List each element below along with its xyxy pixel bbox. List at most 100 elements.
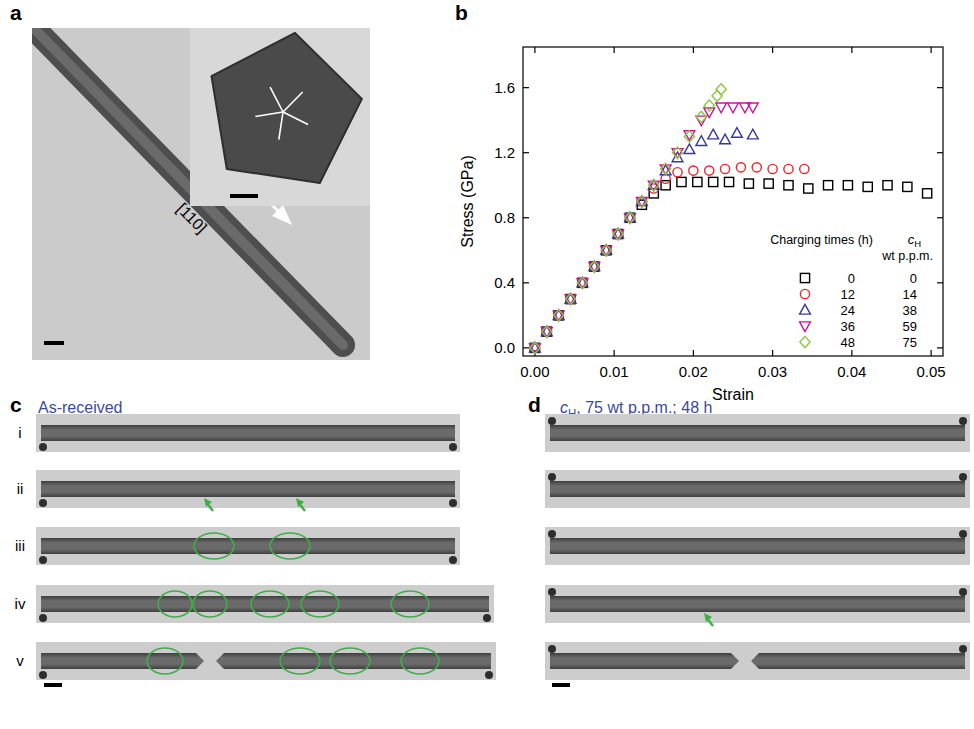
- y-tick: [937, 217, 943, 218]
- symbol: c: [560, 399, 568, 416]
- strip-background: [36, 470, 460, 508]
- x-tick: [931, 350, 932, 356]
- inset-background: [190, 28, 370, 206]
- panel-title: As-received: [38, 399, 122, 416]
- data-point: [673, 168, 682, 177]
- dislocation-region: [391, 591, 429, 617]
- x-tick: [851, 350, 852, 356]
- plot-frame: [523, 47, 943, 356]
- data-point: [565, 293, 575, 304]
- nanowire: [550, 596, 965, 612]
- end-particle: [39, 499, 47, 507]
- y-tick-label: 0.8: [494, 209, 515, 226]
- y-tick-label: 1.6: [494, 79, 515, 96]
- direction-arrowhead: [272, 205, 292, 225]
- x-axis-title: Strain: [712, 386, 754, 403]
- data-point: [649, 180, 659, 191]
- data-points: [529, 84, 931, 354]
- nanowire: [41, 425, 455, 441]
- data-point: [589, 261, 599, 272]
- legend-title: Charging times (h): [770, 233, 873, 247]
- end-particle: [959, 588, 967, 596]
- data-point: [689, 166, 698, 175]
- twin-boundary: [283, 92, 303, 112]
- data-point: [800, 336, 810, 347]
- dislocation-region: [301, 591, 339, 617]
- legend-value: 0: [910, 271, 917, 286]
- nanowire: [41, 481, 455, 497]
- panel-letter: b: [455, 1, 468, 24]
- data-point: [764, 179, 773, 188]
- data-point: [672, 147, 682, 158]
- micrograph-strip: [36, 414, 460, 452]
- end-particle: [483, 614, 491, 622]
- panel-letter: d: [528, 393, 541, 416]
- x-tick-label: 0.05: [917, 363, 946, 380]
- data-point: [530, 342, 540, 353]
- indicator-arrowhead: [296, 498, 304, 507]
- strip-background: [36, 414, 460, 452]
- micrograph-strip: [545, 585, 970, 626]
- x-tick: [851, 47, 852, 53]
- y-tick: [523, 152, 529, 153]
- legend-label: 24: [841, 303, 855, 318]
- micrograph-strip: [545, 642, 970, 680]
- data-point: [684, 131, 694, 142]
- indicator-arrowhead: [204, 498, 212, 507]
- nanowire: [550, 538, 965, 554]
- legend-value: 75: [903, 335, 917, 350]
- nanowire: [550, 653, 739, 669]
- x-tick: [614, 47, 615, 53]
- data-point: [677, 177, 686, 186]
- end-particle: [548, 530, 556, 538]
- x-tick-label: 0.04: [837, 363, 866, 380]
- data-point: [708, 129, 719, 139]
- nanowire: [41, 596, 489, 612]
- y-tick: [937, 152, 943, 153]
- data-point: [554, 311, 563, 320]
- legend-label: 48: [841, 335, 855, 350]
- panel-a-image: [110]: [20, 14, 370, 360]
- data-point: [923, 189, 932, 198]
- end-particle: [548, 473, 556, 481]
- row-label: i: [18, 424, 21, 441]
- y-tick: [523, 282, 529, 283]
- data-point: [601, 245, 611, 256]
- data-point: [784, 181, 793, 190]
- indicator-arrowhead: [704, 613, 712, 622]
- legend-label: 12: [841, 287, 855, 302]
- data-point: [720, 164, 729, 173]
- strip-background: [545, 470, 970, 508]
- x-tick-label: 0.01: [600, 363, 629, 380]
- data-point: [843, 181, 852, 190]
- data-point: [883, 181, 892, 190]
- dislocation-region: [193, 591, 227, 617]
- data-point: [720, 134, 731, 144]
- data-point: [693, 177, 702, 186]
- end-particle: [39, 671, 47, 679]
- end-particle: [959, 530, 967, 538]
- x-tick: [693, 47, 694, 53]
- data-point: [752, 163, 761, 172]
- pentagon-cross-section: [212, 33, 362, 183]
- y-tick: [523, 347, 529, 348]
- data-point: [784, 164, 793, 173]
- dislocation-region: [147, 648, 183, 674]
- data-point: [705, 166, 714, 175]
- data-point: [804, 184, 813, 193]
- x-tick: [693, 350, 694, 356]
- nanowire: [216, 653, 491, 669]
- x-tick: [772, 47, 773, 53]
- figure: a[110]b0.000.010.020.030.040.050.00.40.8…: [0, 0, 974, 729]
- strip-background: [36, 527, 460, 565]
- data-point: [768, 164, 777, 173]
- data-point: [661, 163, 671, 174]
- data-point: [744, 179, 753, 188]
- data-point: [736, 163, 745, 172]
- data-point: [613, 229, 622, 238]
- micrograph-strip: [36, 527, 460, 565]
- end-particle: [959, 645, 967, 653]
- data-point: [716, 103, 727, 113]
- panel-c: As-receivediiiiiiivv: [15, 399, 496, 687]
- data-point: [578, 278, 587, 287]
